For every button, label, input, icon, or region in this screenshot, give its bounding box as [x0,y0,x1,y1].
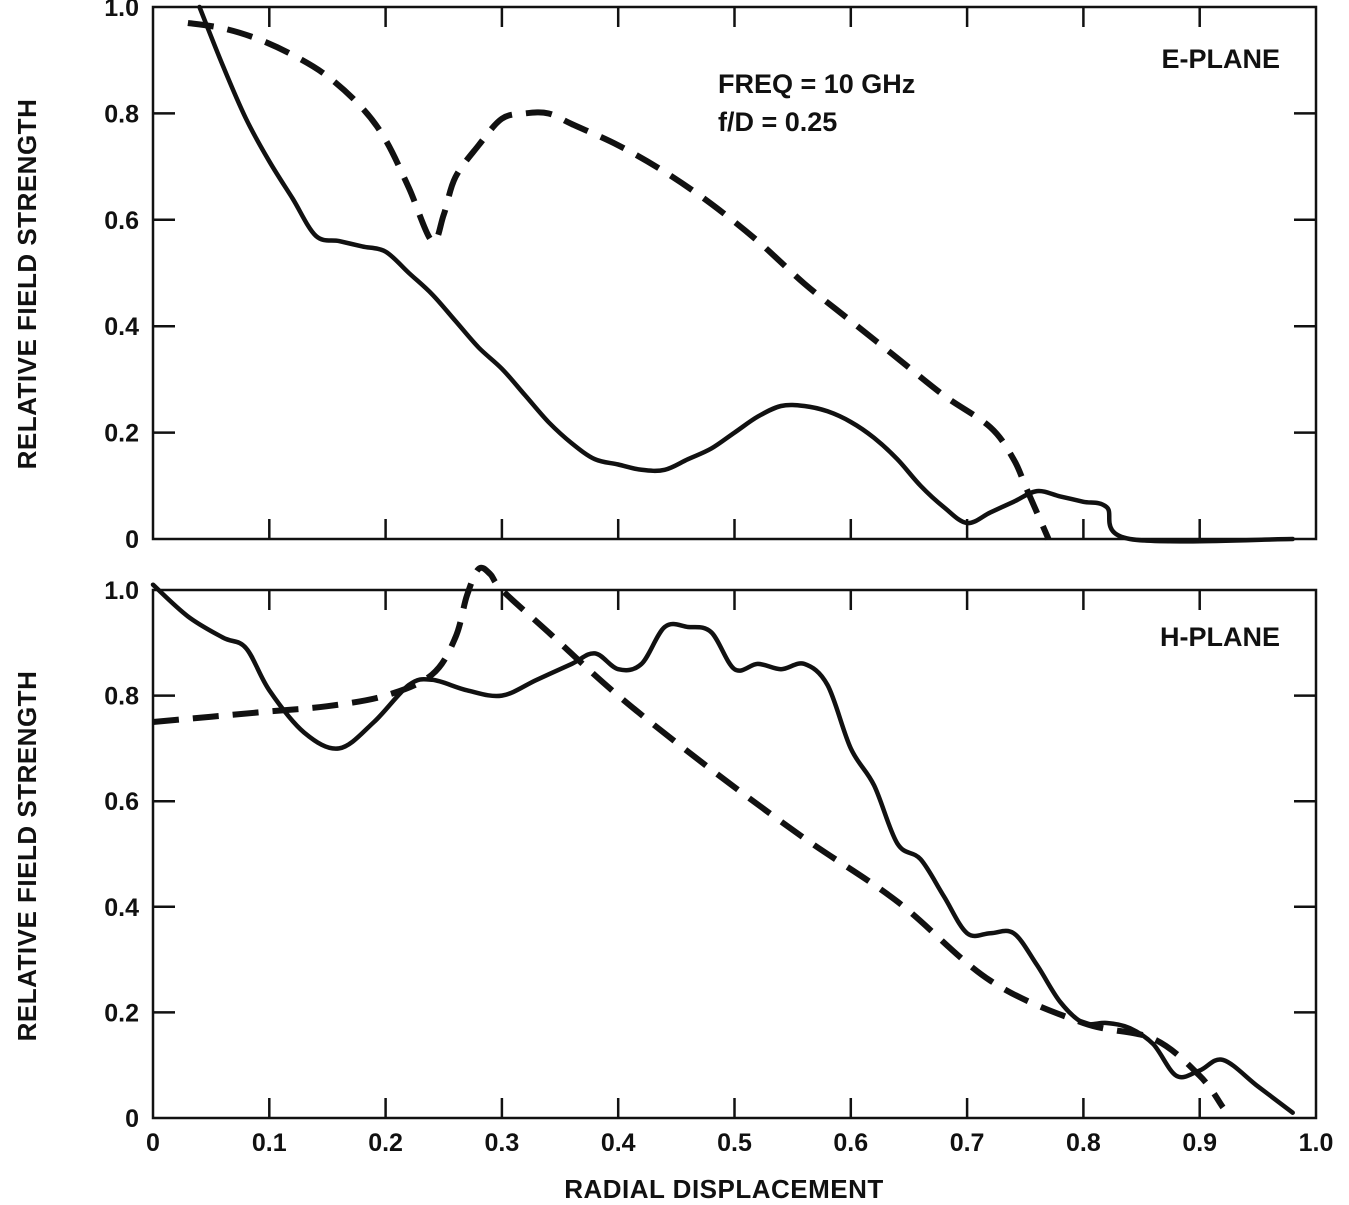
h-plane-x-tick-label: 1.0 [1299,1129,1334,1157]
e-plane-y-axis-title: RELATIVE FIELD STRENGTH [12,99,42,470]
h-plane-x-tick-label: 0.1 [252,1129,287,1157]
h-plane-y-tick-label: 0.2 [104,999,139,1027]
h-plane-x-tick-label: 0 [146,1129,160,1157]
e-plane-y-ticks: 0 0.2 0.4 0.6 0.8 1.0 [104,0,1316,554]
focal-ratio-annotation: f/D = 0.25 [718,107,837,137]
h-plane-dashed-curve [152,564,1226,1110]
h-plane-y-ticks: 0 0.2 0.4 0.6 0.8 1.0 [104,577,1316,1133]
h-plane-y-tick-label: 0.6 [104,788,139,816]
e-plane-panel: 0 0.2 0.4 0.6 0.8 1.0 RELATIVE FIELD STRENGTH… [12,0,1318,554]
e-plane-x-ticks [268,7,1201,539]
h-plane-x-tick-label: 0.6 [833,1129,868,1157]
x-axis-title: RADIAL DISPLACEMENT [564,1174,884,1204]
h-plane-x-ticks: 0 0.1 0.2 0.3 0.4 0.5 0.6 0.7 0.8 0.9 1.0 [146,590,1333,1157]
h-plane-label: H-PLANE [1160,622,1280,652]
e-plane-series [187,4,1295,544]
h-plane-x-tick-label: 0.5 [717,1129,752,1157]
h-plane-y-tick-label: 0.8 [104,683,139,711]
e-plane-y-tick-label: 1.0 [104,0,139,22]
e-plane-label: E-PLANE [1161,44,1280,74]
e-plane-y-tick-label: 0.6 [104,207,139,235]
h-plane-panel: 00.20.40.60.81.0 0 0.1 0.2 0.3 0.4 0.5 0.6 0.7 0… [12,564,1333,1204]
e-plane-y-tick-label: 0.4 [104,313,139,341]
h-plane-y-tick-label: 0.4 [104,894,139,922]
h-plane-x-tick-label: 0.9 [1182,1129,1217,1157]
freq-annotation: FREQ = 10 GHz [718,69,915,99]
h-plane-x-tick-label: 0.3 [485,1129,520,1157]
e-plane-y-tick-label: 0.2 [104,420,139,448]
h-plane-x-tick-label: 0.8 [1066,1129,1101,1157]
h-plane-x-tick-label: 0.2 [368,1129,403,1157]
h-plane-y-tick-label: 1.0 [104,577,139,605]
e-plane-y-tick-label: 0 [125,526,139,554]
h-plane-x-tick-label: 0.4 [601,1129,636,1157]
h-plane-y-tick-label: 0 [125,1105,139,1133]
h-plane-solid-curve [150,582,1295,1115]
e-plane-dashed-curve [187,20,1052,541]
h-plane-x-tick-label: 0.7 [950,1129,985,1157]
e-plane-y-tick-label: 0.8 [104,100,139,128]
e-plane-solid-curve [197,4,1295,544]
h-plane-series [150,564,1295,1115]
h-plane-y-axis-title: RELATIVE FIELD STRENGTH [12,671,42,1042]
